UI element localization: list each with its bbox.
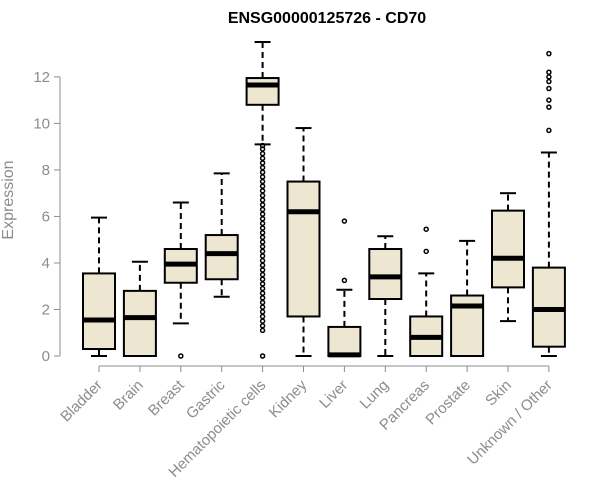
box-lung bbox=[368, 235, 403, 357]
x-tick-label: Kidney bbox=[266, 376, 311, 421]
y-tick-label: 4 bbox=[42, 255, 50, 272]
outlier-point bbox=[546, 85, 552, 92]
outlier-point bbox=[259, 243, 266, 250]
outlier-point bbox=[259, 262, 266, 269]
box-body bbox=[286, 180, 321, 318]
box-hematopoietic-cells bbox=[245, 41, 280, 359]
box-kidney bbox=[286, 127, 321, 357]
outlier-point bbox=[546, 104, 552, 110]
box-body bbox=[122, 289, 157, 358]
box-body bbox=[82, 272, 116, 351]
outlier-point bbox=[259, 164, 266, 171]
y-tick-label: 8 bbox=[42, 162, 50, 179]
chart-title: ENSG00000125726 - CD70 bbox=[228, 10, 426, 27]
x-tick-label: Brain bbox=[110, 377, 147, 414]
outlier-point bbox=[546, 78, 552, 85]
outlier-point bbox=[259, 309, 266, 315]
x-tick-label: Prostate bbox=[422, 377, 474, 429]
outlier-point bbox=[259, 271, 266, 278]
outlier-point bbox=[259, 229, 266, 236]
outlier-point bbox=[423, 248, 429, 255]
y-axis-label: Expression bbox=[0, 160, 17, 239]
box-brain bbox=[122, 260, 157, 358]
outlier-point bbox=[259, 276, 266, 282]
y-tick-label: 6 bbox=[42, 208, 50, 225]
boxes-group bbox=[82, 41, 566, 359]
outlier-point bbox=[259, 220, 266, 227]
box-liver bbox=[327, 218, 362, 358]
outlier-point bbox=[259, 299, 266, 306]
outlier-point bbox=[259, 234, 266, 241]
box-breast bbox=[163, 201, 198, 359]
outlier-point bbox=[341, 277, 348, 284]
outlier-point bbox=[546, 97, 552, 103]
y-tick-label: 10 bbox=[33, 115, 50, 132]
box-prostate bbox=[450, 239, 485, 358]
outlier-point bbox=[259, 216, 266, 222]
box-body bbox=[204, 234, 239, 281]
outlier-point bbox=[259, 155, 266, 162]
box-body bbox=[245, 77, 280, 106]
outlier-point bbox=[259, 257, 266, 264]
box-body bbox=[368, 248, 403, 301]
x-tick-label: Liver bbox=[316, 377, 351, 412]
outlier-point bbox=[259, 313, 266, 320]
box-unknown-other bbox=[531, 50, 566, 357]
outlier-point bbox=[546, 69, 552, 75]
outlier-point bbox=[546, 74, 552, 80]
x-tick-label: Bladder bbox=[57, 377, 106, 426]
outlier-point bbox=[259, 290, 266, 296]
outlier-point bbox=[259, 202, 266, 208]
outlier-point bbox=[546, 50, 552, 57]
y-axis: 0 2 4 6 8 10 12 bbox=[33, 69, 61, 365]
outlier-point bbox=[546, 127, 552, 134]
outlier-point bbox=[259, 239, 266, 245]
outlier-point bbox=[259, 248, 266, 255]
x-tick-label: Breast bbox=[145, 376, 188, 419]
outlier-point bbox=[259, 323, 266, 329]
outlier-point bbox=[259, 160, 266, 166]
outlier-point bbox=[259, 150, 266, 157]
outlier-point bbox=[259, 318, 266, 324]
y-tick-label: 0 bbox=[42, 348, 50, 365]
outlier-point bbox=[178, 353, 184, 359]
outlier-point bbox=[259, 178, 266, 185]
outlier-point bbox=[259, 295, 266, 301]
outlier-point bbox=[259, 327, 266, 334]
outlier-point bbox=[259, 225, 266, 231]
outlier-point bbox=[259, 188, 266, 194]
outlier-point bbox=[423, 226, 429, 232]
box-body bbox=[491, 209, 525, 289]
outlier-point bbox=[259, 183, 266, 189]
box-bladder bbox=[82, 216, 116, 357]
outlier-point bbox=[259, 281, 266, 287]
x-tick-label: Skin bbox=[482, 377, 515, 410]
y-tick-label: 12 bbox=[33, 69, 50, 86]
outlier-point bbox=[259, 206, 266, 213]
box-body bbox=[327, 325, 362, 358]
box-pancreas bbox=[409, 226, 444, 357]
y-tick-label: 2 bbox=[42, 301, 50, 318]
outlier-point bbox=[259, 304, 266, 310]
outlier-point bbox=[341, 218, 348, 224]
outlier-point bbox=[259, 253, 266, 259]
outlier-point bbox=[259, 174, 266, 180]
outlier-point bbox=[259, 211, 266, 217]
box-gastric bbox=[204, 172, 239, 298]
x-tick-label: Lung bbox=[357, 377, 393, 413]
outlier-point bbox=[259, 353, 266, 359]
outlier-point bbox=[259, 169, 266, 176]
box-skin bbox=[491, 192, 525, 323]
outlier-point bbox=[259, 285, 266, 292]
outlier-point bbox=[259, 267, 266, 273]
outlier-point bbox=[259, 192, 266, 199]
outlier-point bbox=[259, 197, 266, 203]
outlier-point bbox=[259, 142, 266, 149]
